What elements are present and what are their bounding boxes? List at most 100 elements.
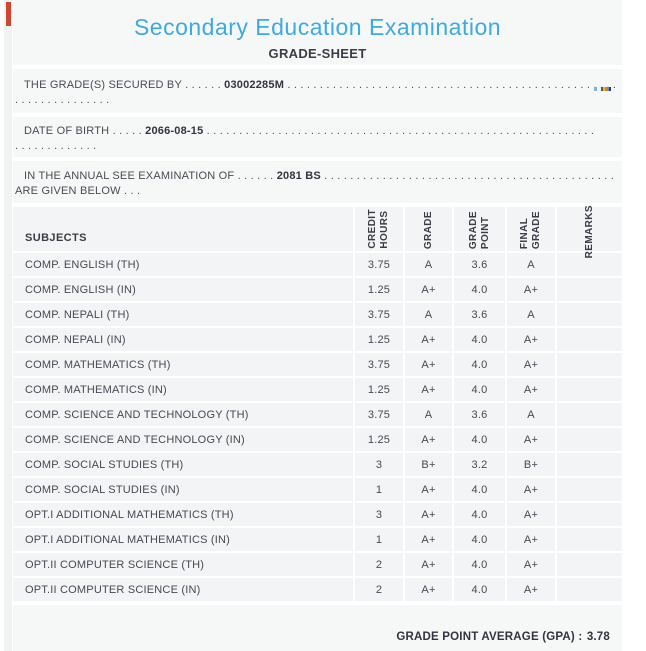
credit-hours-cell: 3.75 — [355, 303, 403, 326]
column-header-remarks: REMARKS — [557, 205, 622, 258]
grade-cell: A+ — [405, 378, 452, 401]
final-grade-cell: A+ — [507, 528, 555, 551]
subject-cell: COMP. NEPALI (TH) — [13, 303, 353, 326]
final-grade-cell: A+ — [507, 478, 555, 501]
rotated-header-label: GRADE POINT — [467, 210, 491, 249]
credit-hours-cell: 3.75 — [355, 353, 403, 376]
grade-cell: A+ — [405, 278, 452, 301]
credit-hours-cell: 3 — [355, 503, 403, 526]
title-block: Secondary Education Examination GRADE-SH… — [13, 0, 622, 65]
grade-cell: A — [405, 403, 452, 426]
remarks-cell — [557, 578, 622, 601]
credit-hours-cell: 3.75 — [355, 253, 403, 276]
credit-hours-cell: 1.25 — [355, 278, 403, 301]
subject-cell: OPT.I ADDITIONAL MATHEMATICS (IN) — [13, 528, 353, 551]
grade-sheet-page: Secondary Education Examination GRADE-SH… — [13, 0, 622, 651]
final-grade-cell: A+ — [507, 278, 555, 301]
section-divider — [13, 65, 622, 69]
credit-hours-cell: 1.25 — [355, 378, 403, 401]
subject-cell: COMP. SCIENCE AND TECHNOLOGY (TH) — [13, 403, 353, 426]
section-examination-year: IN THE ANNUAL SEE EXAMINATION OF . . . .… — [13, 161, 622, 203]
column-header-subjects: SUBJECTS — [13, 207, 353, 251]
remarks-cell — [557, 378, 622, 401]
remarks-cell — [557, 478, 622, 501]
grade-cell: A — [405, 253, 452, 276]
section-divider — [13, 203, 622, 207]
subject-cell: COMP. SCIENCE AND TECHNOLOGY (IN) — [13, 428, 353, 451]
grade-point-cell: 4.0 — [454, 478, 505, 501]
dot-continuation: . . . . . . . . . . . . . — [15, 140, 97, 152]
column-header-grade-point: GRADE POINT — [454, 207, 505, 251]
subject-cell: OPT.II COMPUTER SCIENCE (IN) — [13, 578, 353, 601]
column-header-final-grade: FINAL GRADE — [507, 207, 555, 251]
grade-cell: A+ — [405, 578, 452, 601]
page-subtitle: GRADE-SHEET — [268, 46, 367, 61]
dot-tail: . . . . . . . . . . . . . . . . . . . . … — [324, 170, 617, 182]
dot-tail: . . . . . . . . . . . . . . . . . . . . … — [203, 125, 595, 137]
grade-cell: B+ — [405, 453, 452, 476]
section-label: DATE OF BIRTH — [24, 125, 110, 137]
final-grade-cell: A+ — [507, 578, 555, 601]
final-grade-cell: A+ — [507, 378, 555, 401]
remarks-cell — [557, 528, 622, 551]
section-divider — [13, 157, 622, 161]
grade-point-cell: 4.0 — [454, 278, 505, 301]
grade-cell: A — [405, 303, 452, 326]
section-continuation: ARE GIVEN BELOW . . . — [15, 185, 141, 197]
final-grade-cell: A+ — [507, 553, 555, 576]
section-grades-secured-by: THE GRADE(S) SECURED BY . . . . . . 0300… — [13, 69, 622, 113]
remarks-cell — [557, 328, 622, 351]
grade-point-cell: 4.0 — [454, 328, 505, 351]
final-grade-cell: A+ — [507, 328, 555, 351]
credit-hours-cell: 3 — [355, 453, 403, 476]
column-header-grade: GRADE — [405, 207, 452, 251]
exam-year-value: 2081 BS — [276, 170, 321, 182]
subject-cell: COMP. SOCIAL STUDIES (IN) — [13, 478, 353, 501]
subject-cell: OPT.I ADDITIONAL MATHEMATICS (TH) — [13, 503, 353, 526]
remarks-cell — [557, 403, 622, 426]
table-bottom-divider — [13, 601, 622, 605]
subject-cell: COMP. NEPALI (IN) — [13, 328, 353, 351]
column-header-credit-hours: CREDIT HOURS — [355, 207, 403, 251]
rotated-header-label: FINAL GRADE — [519, 210, 542, 249]
dot-leader: . . . . . . — [234, 170, 277, 182]
subject-cell: COMP. MATHEMATICS (TH) — [13, 353, 353, 376]
symbol-number-value: 03002285M — [224, 79, 285, 91]
grade-point-cell: 4.0 — [454, 428, 505, 451]
left-scroll-strip — [4, 0, 12, 651]
remarks-cell — [557, 453, 622, 476]
credit-hours-cell: 2 — [355, 578, 403, 601]
final-grade-cell: A+ — [507, 428, 555, 451]
remarks-cell — [557, 303, 622, 326]
scroll-position-marker — [6, 2, 11, 26]
dot-continuation: . . . . . . . . . . . . . . . — [15, 94, 110, 106]
grade-table: SUBJECTS CREDIT HOURS GRADE GRADE POINT … — [13, 205, 622, 601]
footer: GRADE POINT AVERAGE (GPA) : 3.78 — [13, 605, 622, 651]
grade-point-cell: 4.0 — [454, 503, 505, 526]
subject-cell: COMP. ENGLISH (TH) — [13, 253, 353, 276]
section-line: IN THE ANNUAL SEE EXAMINATION OF . . . .… — [15, 168, 617, 184]
subject-cell: OPT.II COMPUTER SCIENCE (TH) — [13, 553, 353, 576]
rotated-header-label: REMARKS — [583, 204, 595, 258]
section-line: DATE OF BIRTH . . . . . 2066-08-15 . . .… — [15, 123, 617, 139]
dot-leader: . . . . . . — [181, 79, 225, 91]
remarks-cell — [557, 353, 622, 376]
final-grade-cell: B+ — [507, 453, 555, 476]
remarks-cell — [557, 278, 622, 301]
rotated-header-label: GRADE — [422, 210, 434, 249]
dot-tail: . . . . . . . . . . . . . . . . . . . . … — [287, 79, 617, 91]
subject-cell: COMP. MATHEMATICS (IN) — [13, 378, 353, 401]
grade-point-cell: 4.0 — [454, 578, 505, 601]
grade-cell: A+ — [405, 328, 452, 351]
grade-cell: A+ — [405, 353, 452, 376]
date-of-birth-value: 2066-08-15 — [145, 125, 204, 137]
gpa-value: 3.78 — [586, 631, 610, 643]
page-title: Secondary Education Examination — [133, 14, 502, 40]
grade-point-cell: 4.0 — [454, 378, 505, 401]
dot-leader: . . . . . — [109, 125, 146, 137]
remarks-cell — [557, 553, 622, 576]
grade-point-cell: 3.2 — [454, 453, 505, 476]
grade-cell: A+ — [405, 503, 452, 526]
section-line: THE GRADE(S) SECURED BY . . . . . . 0300… — [15, 77, 617, 93]
render-artifact-mark — [594, 86, 611, 91]
